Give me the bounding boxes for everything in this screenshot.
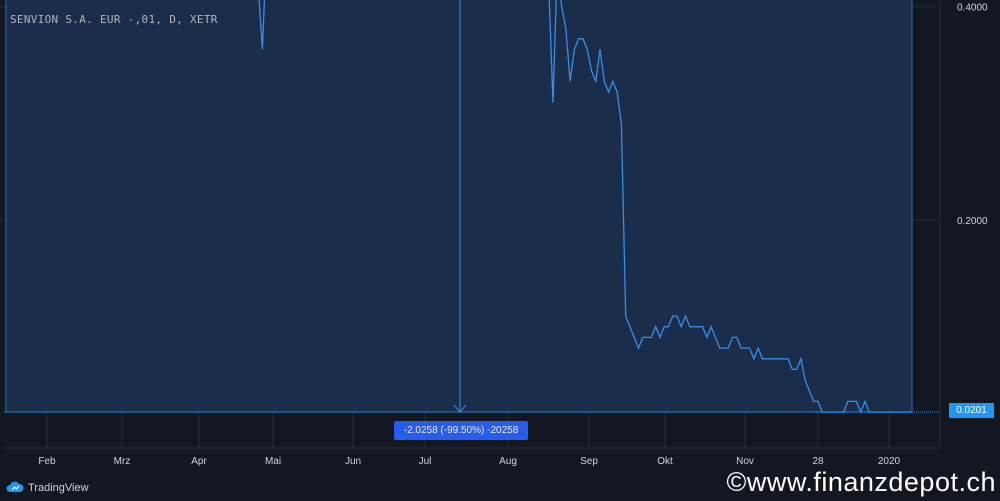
tradingview-logo[interactable]: TradingView xyxy=(6,478,89,497)
x-tick-label: 28 xyxy=(812,456,824,467)
price-axis: 2.20002.00001.80001.60001.40001.20001.00… xyxy=(957,3,988,227)
y-tick-label: 0.2000 xyxy=(957,216,988,227)
x-tick-label: Feb xyxy=(38,456,56,467)
copyright-watermark: ©www.finanzdepot.ch xyxy=(726,467,996,497)
x-tick-label: Mrz xyxy=(114,456,131,467)
x-tick-label: Mai xyxy=(265,456,281,467)
y-tick-label: 0.4000 xyxy=(957,3,988,14)
measure-label: -2.0258 (-99.50%) -20258 xyxy=(394,421,528,440)
brand-name: TradingView xyxy=(28,481,89,494)
x-tick-label: Okt xyxy=(657,456,673,467)
symbol-title: SENVION S.A. EUR -,01, D, XETR xyxy=(10,13,218,26)
last-price-badge: 0.0201 xyxy=(949,403,994,418)
price-series-line xyxy=(258,0,912,414)
cloud-icon xyxy=(6,478,24,497)
measure-selection-area[interactable] xyxy=(5,0,913,413)
x-tick-label: 2020 xyxy=(878,456,901,467)
x-tick-label: Nov xyxy=(736,456,754,467)
x-tick-label: Apr xyxy=(191,456,207,467)
x-tick-label: Aug xyxy=(499,456,517,467)
x-tick-label: Jul xyxy=(419,456,432,467)
time-axis: Feb Mrz Apr Mai Jun Jul Aug Sep Okt Nov 28 2020 xyxy=(38,456,900,467)
x-tick-label: Sep xyxy=(580,456,598,467)
x-tick-label: Jun xyxy=(345,456,361,467)
